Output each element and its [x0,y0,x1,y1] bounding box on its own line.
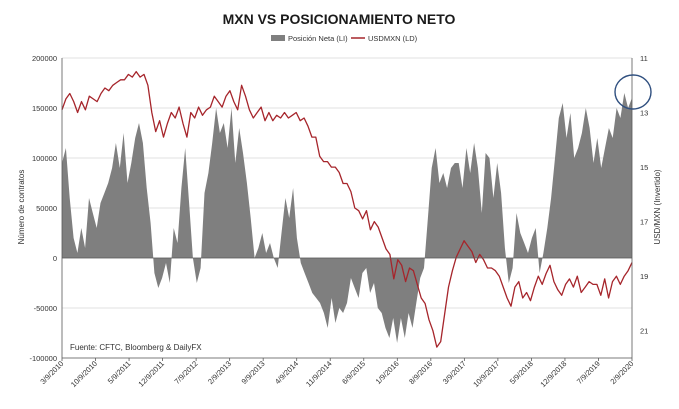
left-tick-label-5: -50000 [34,304,57,313]
left-axis-ticks: 200000 150000 100000 50000 0 -50000 -100000 [29,54,57,363]
x-tick-label-0: 3/9/2010 [38,359,65,386]
x-tick-label-9: 6/9/2015 [340,359,367,386]
x-tick-label-12: 3/9/2017 [441,359,468,386]
x-tick-label-4: 7/9/2012 [173,359,200,386]
legend-label-usdmxn: USDMXN (LD) [368,34,418,43]
x-tick-label-3: 12/9/2011 [136,359,166,389]
right-tick-label-1: 13 [640,109,648,118]
x-tick-label-2: 5/9/2011 [106,359,133,386]
left-tick-label-2: 100000 [32,154,57,163]
right-tick-label-0: 11 [640,54,648,63]
source-note: Fuente: CFTC, Bloomberg & DailyFX [70,343,202,352]
right-tick-label-3: 17 [640,218,648,227]
x-tick-label-6: 9/9/2013 [240,359,267,386]
right-tick-label-5: 21 [640,327,648,336]
usdmxn-line-layer [61,70,633,348]
x-tick-label-17: 2/9/2020 [608,359,635,386]
x-tick-label-5: 2/9/2013 [206,359,233,386]
right-tick-label-2: 15 [640,163,648,172]
legend: Posición Neta (LI) USDMXN (LD) [271,34,418,43]
left-tick-label-6: -100000 [29,354,57,363]
x-tick-label-15: 12/9/2018 [538,359,568,389]
x-tick-label-16: 7/9/2019 [575,359,602,386]
right-axis-ticks: 11 13 15 17 19 21 [640,54,648,336]
x-tick-label-14: 5/9/2018 [508,359,535,386]
x-tick-label-8: 11/9/2014 [304,359,334,389]
x-tick-label-7: 4/9/2014 [273,359,300,386]
x-tick-label-13: 10/9/2017 [471,359,501,389]
highlight-circle [614,74,652,110]
right-tick-label-4: 19 [640,272,648,281]
x-axis-ticks: 3/9/2010 10/9/2010 5/9/2011 12/9/2011 7/9/20… [38,358,635,389]
legend-label-position: Posición Neta (LI) [288,34,348,43]
left-tick-label-4: 0 [53,254,57,263]
left-tick-label-0: 200000 [32,54,57,63]
series-area-position [62,93,632,343]
axes [61,58,633,359]
x-tick-label-10: 1/9/2016 [374,359,401,386]
series-line-usdmxn [61,70,633,348]
chart-title: MXN VS POSICIONAMIENTO NETO [223,11,456,27]
left-tick-label-3: 50000 [36,204,57,213]
left-axis-title: Número de contratos [17,170,26,245]
position-area-layer [62,93,632,343]
left-tick-label-1: 150000 [32,104,57,113]
x-tick-label-11: 8/9/2016 [407,359,434,386]
x-tick-label-1: 10/9/2010 [69,359,99,389]
legend-swatch-position [271,35,285,41]
right-axis-title: USD/MXN (Invertido) [653,169,662,244]
